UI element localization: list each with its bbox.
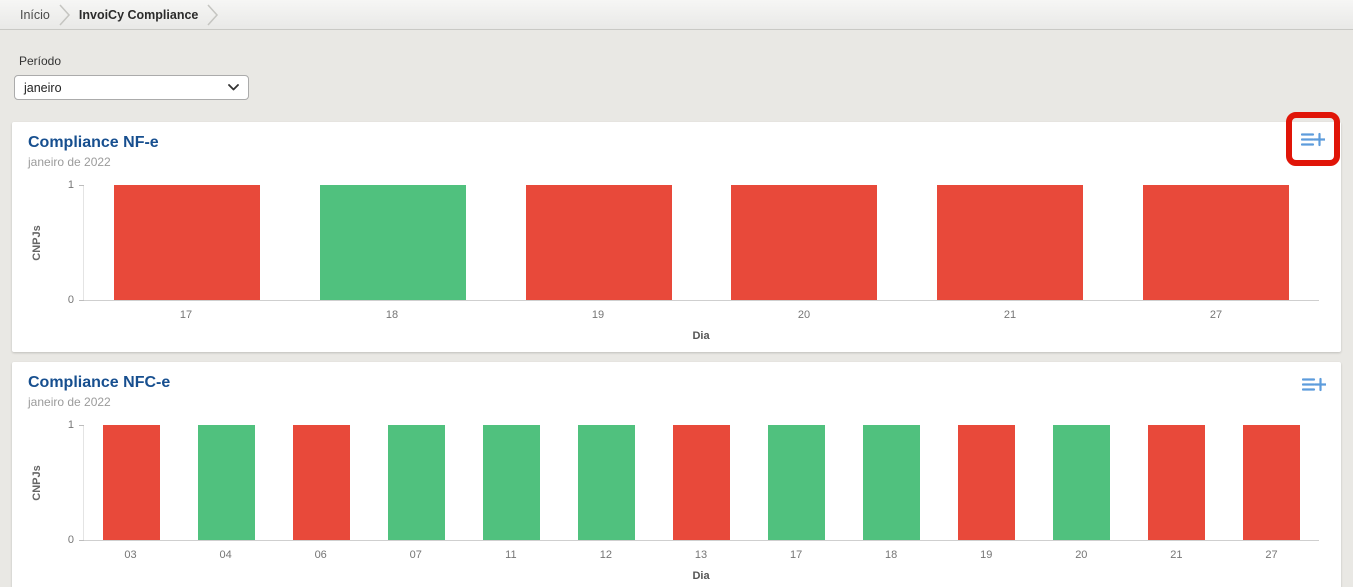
breadcrumb: Início InvoiCy Compliance — [0, 0, 1353, 30]
y-axis-title: CNPJs — [31, 224, 43, 261]
x-tick-label: 12 — [599, 549, 613, 561]
bar-day-27[interactable] — [1242, 425, 1301, 540]
bar-slot — [369, 425, 464, 540]
bar-day-21[interactable] — [1147, 425, 1206, 540]
plot-area: 1 0 CNPJs — [31, 419, 1319, 546]
plot-area: 1 0 CNPJs — [31, 179, 1319, 306]
bar-slot — [1224, 425, 1319, 540]
bar-slot — [1034, 425, 1129, 540]
bar-slot — [290, 185, 496, 300]
y-tick-label: 0 — [67, 534, 74, 546]
x-axis-title: Dia — [692, 570, 710, 582]
bar-day-19[interactable] — [957, 425, 1016, 540]
bar-chart-nfe: 1 0 CNPJs 17 18 19 20 21 27 Dia — [28, 179, 1325, 342]
chevron-right-icon — [207, 3, 219, 26]
chevron-down-icon — [228, 84, 239, 91]
bar-day-20[interactable] — [1052, 425, 1111, 540]
breadcrumb-item-invoicy-compliance[interactable]: InvoiCy Compliance — [78, 7, 199, 22]
x-tick-label: 21 — [1003, 309, 1017, 321]
period-select-value: janeiro — [24, 80, 62, 95]
bar-slot — [274, 425, 369, 540]
bar-slot — [84, 425, 179, 540]
x-tick-label: 11 — [505, 549, 517, 561]
x-tick-label: 19 — [591, 309, 605, 321]
bar-slot — [701, 185, 907, 300]
x-tick-label: 03 — [124, 549, 137, 561]
bar-slot — [749, 425, 844, 540]
bar-day-18[interactable] — [319, 185, 466, 300]
bar-chart-nfce: 1 0 CNPJs 03 04 06 07 11 12 13 17 18 19 20 21 27 Dia — [28, 419, 1325, 582]
bar-slot — [559, 425, 654, 540]
x-tick-label: 18 — [885, 549, 898, 561]
x-tick-label: 21 — [1170, 549, 1183, 561]
bar-day-17[interactable] — [767, 425, 826, 540]
bar-day-19[interactable] — [525, 185, 672, 300]
x-tick-label: 17 — [179, 309, 193, 321]
x-axis-ticks: 17 18 19 20 21 27 — [83, 309, 1319, 321]
bar-day-11[interactable] — [482, 425, 541, 540]
chart-subtitle: janeiro de 2022 — [28, 395, 111, 409]
bar-slot — [939, 425, 1034, 540]
x-tick-label: 04 — [219, 549, 232, 561]
chart-menu-add-icon[interactable] — [1301, 374, 1327, 394]
x-tick-label: 13 — [694, 549, 708, 561]
bar-day-13[interactable] — [672, 425, 731, 540]
bar-slot — [496, 185, 702, 300]
bar-slot — [464, 425, 559, 540]
bar-slot — [1129, 425, 1224, 540]
chart-title: Compliance NFC-e — [28, 374, 171, 391]
x-tick-label: 06 — [314, 549, 327, 561]
x-axis-title: Dia — [692, 330, 710, 342]
bar-day-20[interactable] — [731, 185, 878, 300]
x-tick-label: 07 — [409, 549, 422, 561]
x-tick-label: 20 — [1075, 549, 1088, 561]
period-filter: Período janeiro — [0, 30, 1353, 100]
period-select[interactable]: janeiro — [14, 75, 249, 100]
chart-menu-add-icon[interactable] — [1300, 129, 1326, 149]
y-tick-label: 0 — [67, 294, 74, 306]
bar-slot — [1113, 185, 1319, 300]
x-tick-label: 18 — [385, 309, 399, 321]
card-compliance-nfe: Compliance NF-e janeiro de 2022 1 0 CNPJ… — [12, 112, 1341, 352]
bar-day-27[interactable] — [1142, 185, 1290, 300]
chart-subtitle: janeiro de 2022 — [28, 155, 111, 169]
card-compliance-nfce: Compliance NFC-e janeiro de 2022 1 0 CNP… — [12, 362, 1341, 587]
y-tick-label: 1 — [67, 419, 74, 431]
bar-slot — [907, 185, 1113, 300]
chart-title: Compliance NF-e — [28, 134, 159, 151]
y-axis-title: CNPJs — [31, 464, 43, 501]
bar-slot — [844, 425, 939, 540]
bar-day-06[interactable] — [292, 425, 351, 540]
bar-day-17[interactable] — [113, 185, 260, 300]
bar-day-07[interactable] — [387, 425, 446, 540]
x-axis-ticks: 03 04 06 07 11 12 13 17 18 19 20 21 27 — [83, 549, 1319, 561]
breadcrumb-item-inicio[interactable]: Início — [20, 7, 50, 22]
bar-slot — [179, 425, 274, 540]
bar-day-21[interactable] — [937, 185, 1084, 300]
period-label: Período — [19, 54, 62, 68]
x-tick-label: 19 — [980, 549, 993, 561]
bar-slot — [84, 185, 290, 300]
chevron-right-icon — [59, 3, 70, 26]
bar-day-03[interactable] — [102, 425, 161, 540]
x-tick-label: 17 — [789, 549, 803, 561]
x-tick-label: 27 — [1265, 549, 1278, 561]
y-tick-label: 1 — [67, 179, 74, 191]
bar-day-12[interactable] — [577, 425, 636, 540]
bar-day-04[interactable] — [197, 425, 256, 540]
bar-slot — [654, 425, 749, 540]
x-tick-label: 27 — [1209, 309, 1223, 321]
x-tick-label: 20 — [797, 309, 811, 321]
bar-day-18[interactable] — [862, 425, 921, 540]
